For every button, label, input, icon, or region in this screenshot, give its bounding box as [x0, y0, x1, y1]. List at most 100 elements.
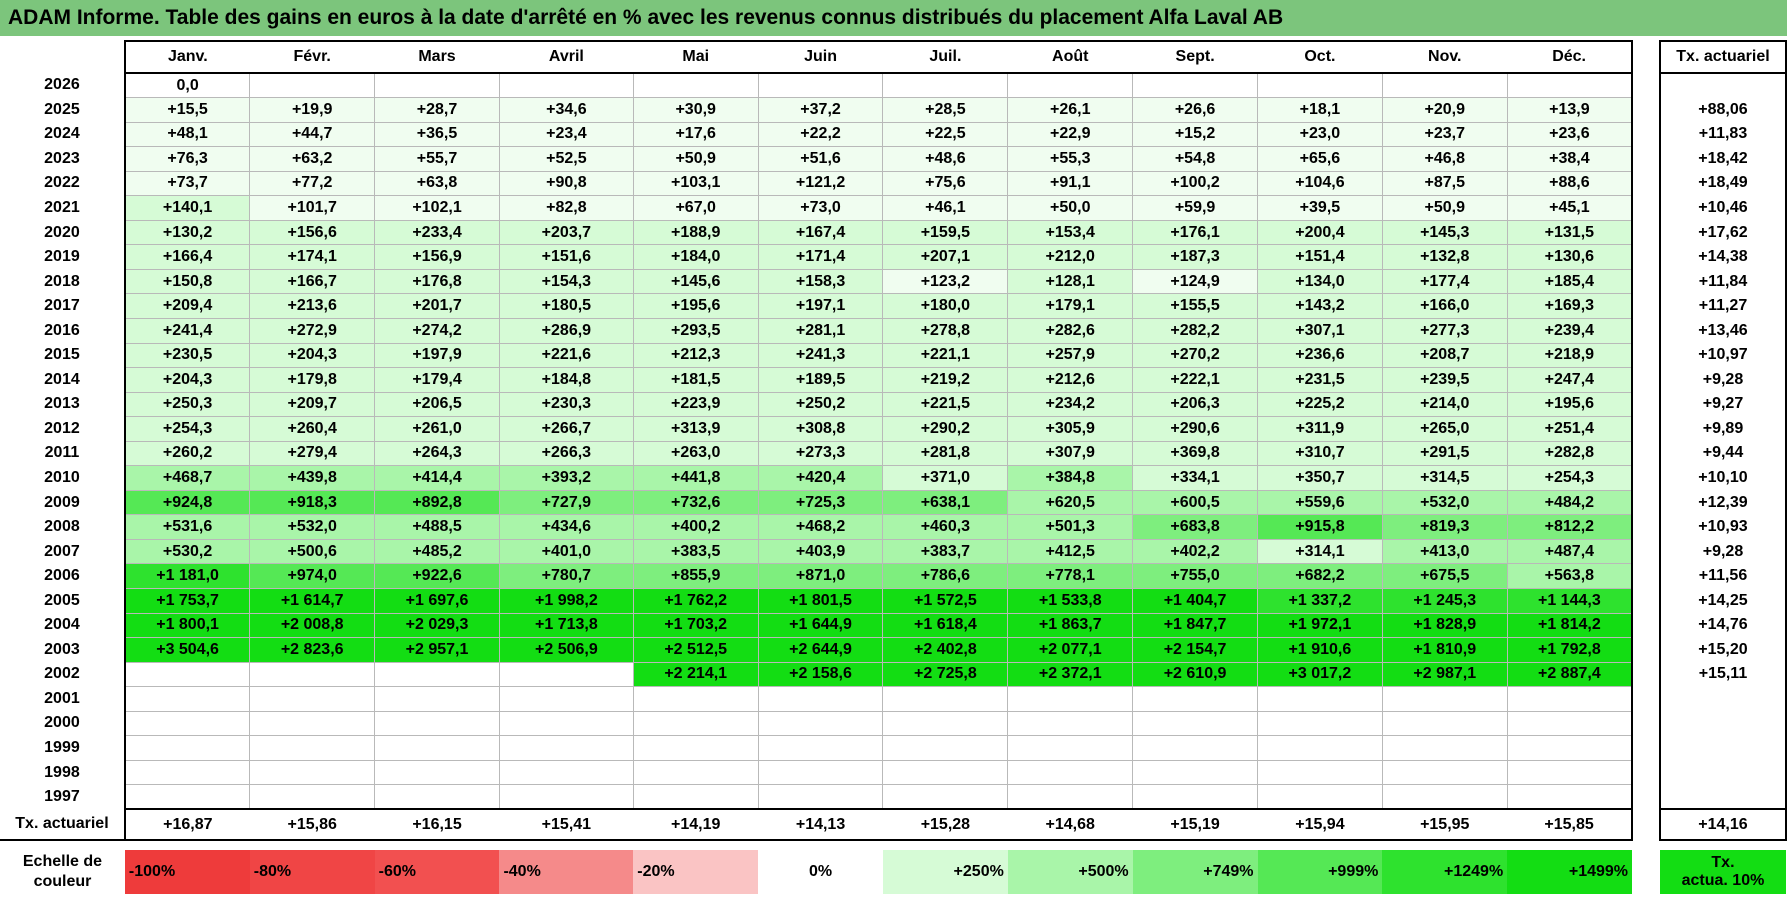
gain-cell-apr: +203,7 [498, 219, 634, 246]
gain-cell-may: +1 762,2 [632, 587, 759, 614]
month-header-feb: Févr. [249, 40, 375, 74]
gain-cell-jun: +197,1 [757, 293, 884, 319]
annual-rate-feb: +15,86 [249, 809, 375, 842]
gain-cell-jul: +48,6 [882, 146, 1009, 172]
gap-cell [1632, 41, 1660, 73]
gain-cell-dec: +185,4 [1506, 268, 1634, 295]
year-label: 2007 [44, 542, 80, 560]
spacer-cell [499, 840, 633, 850]
tx-actuariel-value: +15,11 [1658, 662, 1787, 687]
gain-cell-jun: +22,2 [757, 121, 884, 148]
gain-cell-apr: +780,7 [498, 563, 634, 589]
gain-cell-sep [1132, 710, 1258, 737]
gain-cell-sep: +124,9 [1132, 268, 1258, 295]
gain-cell-jan: 0,0 [123, 72, 251, 99]
gap-cell [1632, 613, 1660, 638]
annual-tx-total: +14,16 [1658, 809, 1787, 842]
gain-cell-may: +2 214,1 [632, 661, 759, 688]
tx-actuariel-value [1658, 760, 1787, 785]
tx-actuariel-value: +10,93 [1658, 514, 1787, 540]
gain-cell-jun: +420,4 [757, 465, 884, 491]
gain-cell-jan [123, 784, 251, 811]
gain-cell-mar: +102,1 [374, 195, 500, 221]
gain-cell-oct [1257, 686, 1383, 712]
spacer-cell [125, 840, 250, 850]
gain-cell-aug: +778,1 [1007, 563, 1134, 589]
table-row-1998: 1998 [0, 759, 1787, 786]
gap-cell [1632, 367, 1660, 393]
year-label: 1999 [44, 739, 80, 757]
gain-cell-aug: +2 372,1 [1007, 661, 1134, 688]
gain-cell-mar: +36,5 [374, 121, 500, 148]
table-row-2025: 2025 +15,5 +19,9 +28,7 +34,6 +30,9 +37,2 +28,5 +… [0, 97, 1787, 123]
gain-cell-mar: +201,7 [374, 293, 500, 319]
gain-cell-feb: +272,9 [249, 317, 376, 344]
tx-scale-swatch: Tx. actua. 10% [1659, 850, 1786, 895]
gain-cell-oct: +18,1 [1257, 97, 1383, 123]
tx-actuariel-value [1658, 735, 1787, 761]
color-scale-row: Echelle de couleur -100% -80% -60% -40% -20% 0%… [0, 850, 1786, 895]
gain-cell-jan: +241,4 [123, 317, 251, 344]
gain-cell-jul: +46,1 [882, 195, 1009, 221]
gain-cell-sep: +334,1 [1132, 465, 1258, 491]
gain-cell-nov: +1 810,9 [1381, 637, 1508, 663]
gain-cell-jun: +73,0 [757, 195, 884, 221]
gain-cell-sep: +59,9 [1132, 195, 1258, 221]
gain-cell-nov: +291,5 [1381, 440, 1508, 467]
gain-cell-dec [1506, 710, 1634, 737]
table-row-2002: 2002 +2 214,1 +2 158,6 +2 725,8 +2 372,1 +2 6… [0, 661, 1787, 688]
month-header-jul: Juil. [882, 40, 1008, 74]
gain-cell-may: +313,9 [632, 416, 759, 442]
gain-cell-may: +67,0 [632, 195, 759, 221]
gain-cell-jul [882, 686, 1009, 712]
gain-cell-apr: +266,3 [498, 440, 634, 467]
tx-actuariel-value: +9,44 [1658, 441, 1787, 466]
month-header-may: Mai [633, 40, 759, 74]
annual-rate-jun: +14,13 [758, 809, 883, 842]
annual-rate-jul: +15,28 [882, 809, 1008, 842]
gain-cell-aug: +1 533,8 [1007, 587, 1134, 614]
gain-cell-dec [1506, 735, 1634, 761]
gap-cell [1632, 441, 1660, 466]
gain-cell-feb [249, 72, 376, 99]
gain-cell-jun [757, 72, 884, 99]
gain-cell-feb [249, 661, 376, 688]
gain-cell-nov [1381, 784, 1508, 811]
annual-rate-nov: +15,95 [1382, 809, 1508, 842]
gain-cell-jun: +51,6 [757, 146, 884, 172]
gain-cell-nov [1381, 710, 1508, 737]
gain-cell-jun: +1 644,9 [757, 612, 884, 639]
gain-cell-jun: +871,0 [757, 563, 884, 589]
gap-cell [1632, 784, 1660, 810]
annual-rate-sep: +15,19 [1132, 809, 1258, 842]
gain-cell-sep: +270,2 [1132, 342, 1258, 369]
year-label: 2018 [44, 272, 80, 290]
gain-cell-may: +263,0 [632, 440, 759, 467]
annual-rate-oct: +15,94 [1257, 809, 1383, 842]
gain-cell-mar [374, 735, 500, 761]
month-header-oct: Oct. [1257, 40, 1383, 74]
gain-cell-jul: +180,0 [882, 293, 1009, 319]
spacer-cell [758, 840, 883, 850]
table-row-2013: 2013 +250,3 +209,7 +206,5 +230,3 +223,9 +250,2… [0, 391, 1787, 418]
gain-cell-mar: +176,8 [374, 268, 500, 295]
gain-cell-sep: +176,1 [1132, 219, 1258, 246]
table-row-2010: 2010 +468,7 +439,8 +414,4 +393,2 +441,8 +420,4… [0, 465, 1787, 491]
gain-cell-apr: +184,8 [498, 367, 634, 393]
gain-cell-apr: +434,6 [498, 514, 634, 540]
gain-cell-sep: +1 847,7 [1132, 612, 1258, 639]
gain-cell-nov: +239,5 [1381, 367, 1508, 393]
gain-cell-oct: +314,1 [1257, 538, 1383, 565]
gain-cell-apr: +1 998,2 [498, 587, 634, 614]
year-label: 1998 [44, 763, 80, 781]
gain-cell-jul: +1 572,5 [882, 587, 1009, 614]
gain-cell-feb: +156,6 [249, 219, 376, 246]
gain-cell-jan: +3 504,6 [123, 637, 251, 663]
table-row-2022: 2022 +73,7 +77,2 +63,8 +90,8 +103,1 +121,2 +75,… [0, 170, 1787, 197]
gain-cell-nov: +413,0 [1381, 538, 1508, 565]
gain-cell-sep [1132, 686, 1258, 712]
gain-cell-nov: +50,9 [1381, 195, 1508, 221]
gap-cell [1632, 416, 1660, 442]
gain-cell-oct: +915,8 [1257, 514, 1383, 540]
gain-cell-mar [374, 710, 500, 737]
